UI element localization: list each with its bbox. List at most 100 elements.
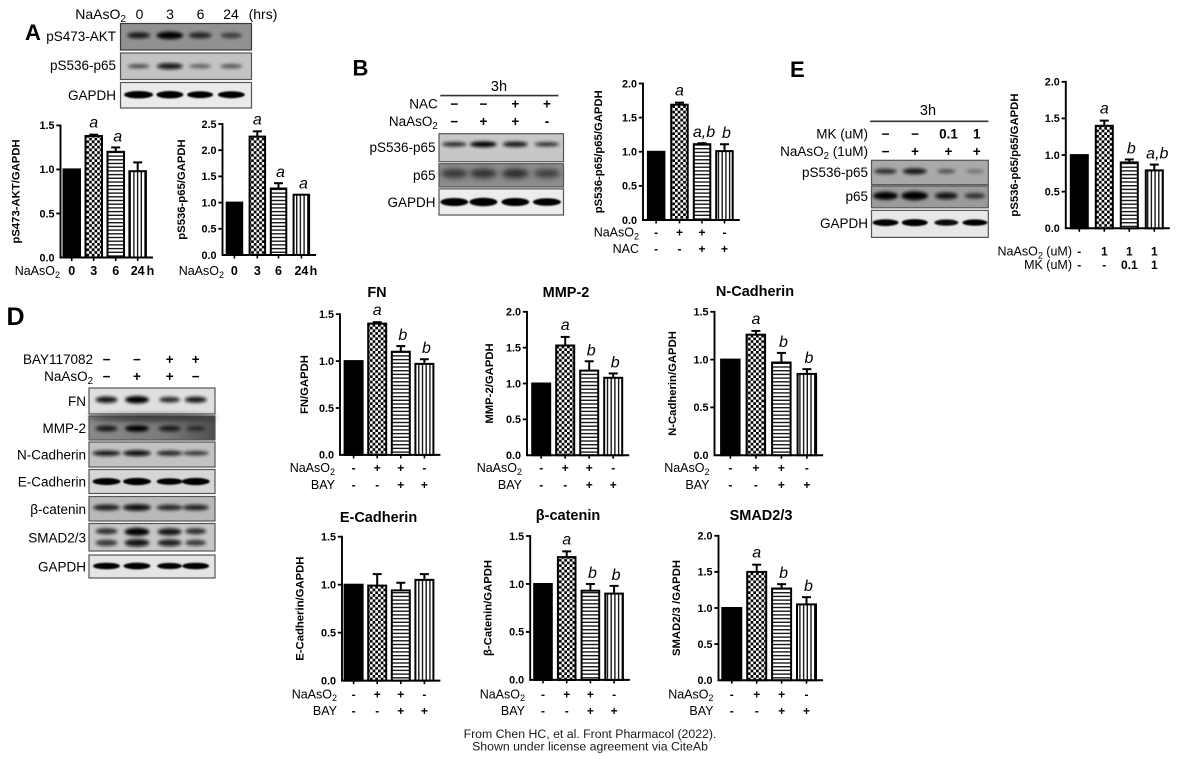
svg-text:-: - (1077, 258, 1081, 272)
svg-text:−: − (882, 127, 890, 142)
svg-text:0.1: 0.1 (1121, 258, 1138, 272)
svg-text:GAPDH: GAPDH (387, 195, 435, 210)
svg-text:SMAD2/3: SMAD2/3 (730, 508, 793, 524)
svg-text:0.0: 0.0 (693, 450, 708, 462)
svg-text:3: 3 (90, 264, 97, 278)
svg-text:-: - (375, 478, 379, 492)
svg-text:+: + (421, 478, 428, 492)
svg-text:E-Cadherin: E-Cadherin (18, 475, 86, 490)
svg-text:b: b (804, 350, 813, 367)
svg-text:+: + (397, 478, 404, 492)
svg-text:1: 1 (1126, 245, 1133, 259)
svg-text:+: + (778, 461, 785, 475)
svg-text:-: - (563, 478, 567, 492)
svg-text:0.0: 0.0 (321, 675, 336, 687)
svg-text:pS536-p65: pS536-p65 (50, 58, 116, 73)
svg-text:GAPDH: GAPDH (38, 560, 86, 575)
svg-text:0.5: 0.5 (693, 402, 708, 414)
svg-text:-: - (352, 461, 356, 475)
svg-text:+: + (911, 144, 919, 159)
svg-text:0.0: 0.0 (39, 252, 54, 264)
svg-text:+: + (778, 478, 785, 492)
svg-text:b: b (779, 565, 788, 582)
svg-text:0.0: 0.0 (506, 450, 521, 462)
svg-text:From Chen HC, et al. Front Pha: From Chen HC, et al. Front Pharmacol (20… (464, 727, 717, 741)
svg-text:−: − (133, 352, 141, 367)
svg-text:BAY: BAY (685, 478, 710, 492)
svg-text:−: − (450, 114, 458, 129)
svg-text:+: + (397, 704, 404, 718)
svg-text:−: − (450, 97, 458, 112)
svg-text:1.5: 1.5 (39, 120, 54, 132)
svg-text:1.0: 1.0 (39, 164, 54, 176)
svg-text:D: D (7, 303, 25, 331)
svg-text:NaAsO2: NaAsO2 (668, 687, 713, 703)
svg-text:a: a (373, 302, 382, 319)
svg-text:−: − (480, 97, 488, 112)
svg-text:+: + (421, 704, 428, 718)
svg-text:BAY: BAY (498, 478, 523, 492)
svg-text:1: 1 (1101, 245, 1108, 259)
svg-text:1.5: 1.5 (319, 309, 334, 321)
svg-text:N-Cadherin/GAPDH: N-Cadherin/GAPDH (667, 331, 679, 436)
svg-text:NaAsO2: NaAsO2 (44, 369, 93, 387)
svg-text:1.0: 1.0 (697, 603, 712, 615)
svg-text:+: + (676, 226, 683, 240)
svg-text:p65: p65 (845, 189, 868, 204)
svg-text:1.0: 1.0 (506, 378, 521, 390)
svg-text:Shown under license agreement: Shown under license agreement via CiteAb (472, 740, 708, 754)
svg-text:2.0: 2.0 (506, 307, 521, 319)
svg-text:SMAD2/3: SMAD2/3 (28, 530, 86, 545)
svg-text:-: - (728, 478, 732, 492)
svg-text:3: 3 (166, 6, 174, 22)
svg-text:pS536-p65: pS536-p65 (802, 165, 868, 180)
svg-text:3h: 3h (920, 103, 936, 119)
svg-text:1.0: 1.0 (1045, 150, 1060, 162)
svg-text:-: - (422, 687, 426, 701)
svg-text:+: + (973, 144, 981, 159)
svg-text:MMP-2: MMP-2 (43, 421, 87, 436)
svg-text:pS536-p65/p65/GAPDH: pS536-p65/p65/GAPDH (593, 90, 605, 213)
svg-text:+: + (778, 704, 785, 718)
svg-text:0.0: 0.0 (697, 675, 712, 687)
svg-text:E-Cadherin/GAPDH: E-Cadherin/GAPDH (295, 557, 307, 661)
svg-text:-: - (1077, 245, 1081, 259)
svg-text:a: a (752, 545, 761, 562)
svg-text:E-Cadherin: E-Cadherin (340, 510, 417, 526)
svg-text:h: h (310, 264, 318, 278)
svg-text:BAY: BAY (501, 704, 526, 718)
svg-text:1.5: 1.5 (321, 532, 336, 544)
svg-text:1.0: 1.0 (201, 197, 216, 209)
svg-text:+: + (803, 478, 810, 492)
svg-text:a: a (276, 164, 285, 181)
svg-text:-: - (730, 687, 734, 701)
svg-text:+: + (698, 242, 705, 256)
svg-text:−: − (911, 127, 919, 142)
svg-text:(hrs): (hrs) (249, 6, 278, 22)
svg-text:a: a (1100, 101, 1109, 118)
svg-text:a: a (113, 128, 122, 145)
svg-text:+: + (803, 704, 810, 718)
svg-text:-: - (545, 114, 550, 129)
svg-text:a: a (253, 111, 262, 128)
svg-text:NaAsO2: NaAsO2 (179, 264, 224, 280)
svg-text:b: b (588, 565, 597, 582)
svg-text:N-Cadherin: N-Cadherin (716, 284, 794, 300)
svg-text:-: - (1102, 258, 1106, 272)
svg-text:-: - (654, 226, 658, 240)
svg-text:+: + (753, 687, 760, 701)
svg-text:0.0: 0.0 (201, 250, 216, 262)
svg-text:-: - (678, 242, 682, 256)
svg-text:BAY: BAY (313, 704, 338, 718)
svg-text:pS536-p65: pS536-p65 (369, 140, 435, 155)
svg-text:-: - (805, 687, 809, 701)
svg-text:NaAsO2 (1uM): NaAsO2 (1uM) (780, 144, 868, 162)
svg-text:b: b (1127, 140, 1136, 157)
svg-text:1.0: 1.0 (321, 579, 336, 591)
svg-text:−: − (192, 369, 200, 384)
svg-text:b: b (804, 578, 813, 595)
svg-text:MMP-2: MMP-2 (543, 285, 590, 301)
svg-text:A: A (25, 20, 41, 45)
svg-text:+: + (511, 114, 519, 129)
svg-text:24: 24 (131, 264, 145, 278)
